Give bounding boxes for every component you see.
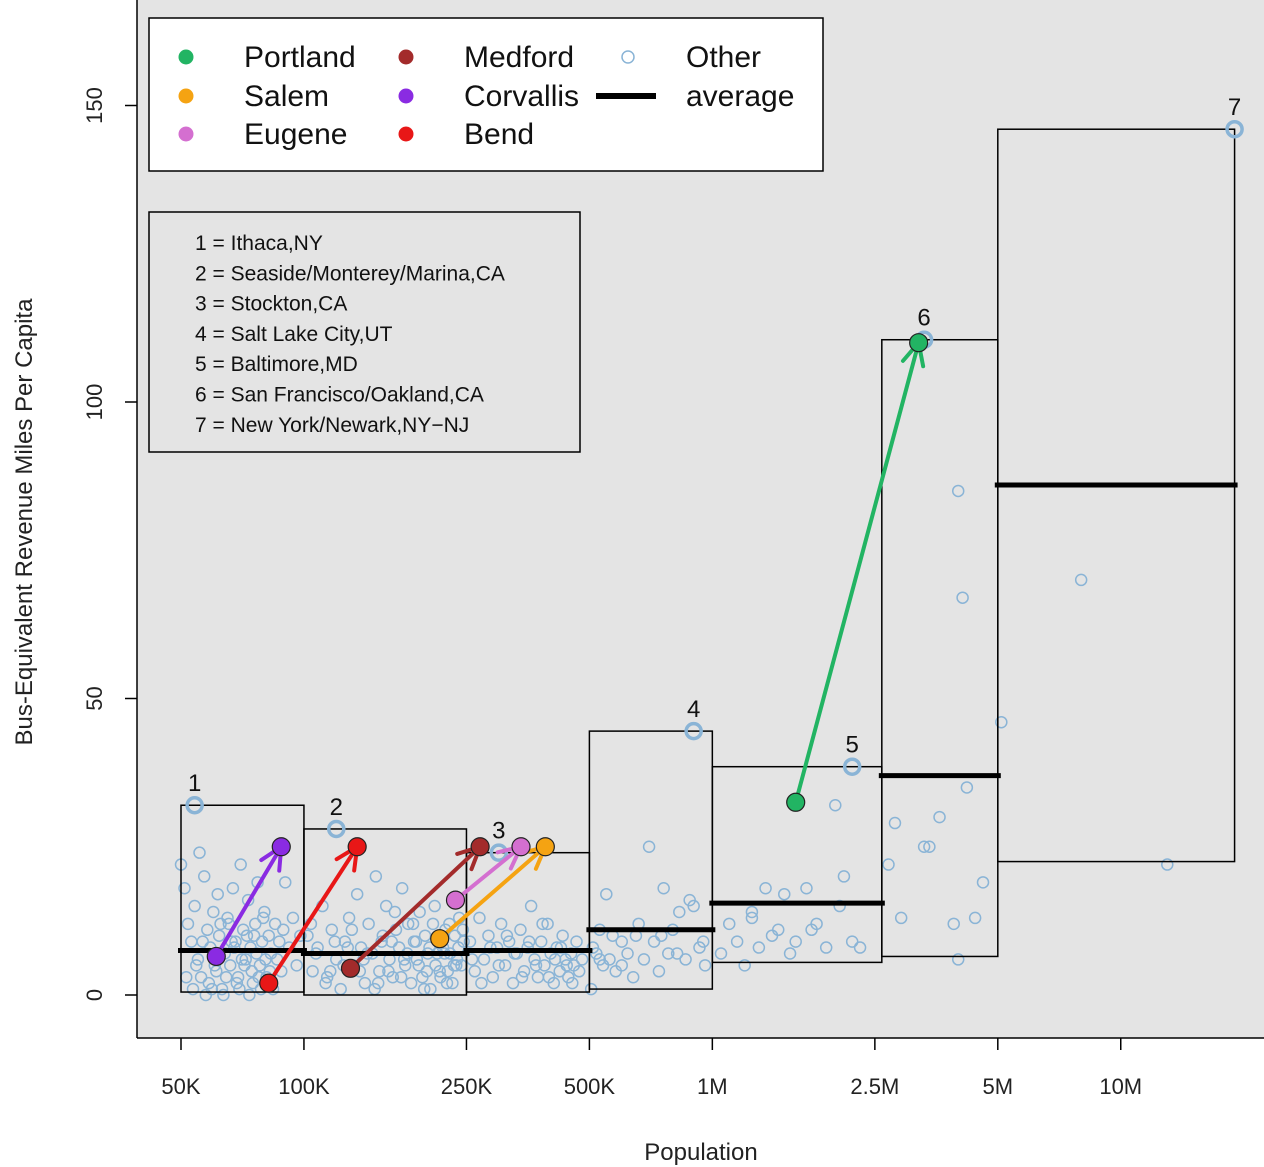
key-line: 7 = New York/Newark,NY−NJ: [195, 414, 469, 437]
highlight-tag: 3: [492, 818, 505, 845]
highlight-tag: 2: [330, 794, 343, 821]
city-start-point: [341, 959, 359, 977]
x-tick-label: 2.5M: [850, 1074, 899, 1099]
legend-label: average: [686, 80, 794, 113]
city-start-point: [787, 793, 805, 811]
x-tick-label: 5M: [983, 1074, 1014, 1099]
key-line: 4 = Salt Lake City,UT: [195, 323, 393, 346]
city-end-point: [512, 838, 530, 856]
x-axis: 50K 100K 250K 500K 1M 2.5M 5M 10M: [161, 1038, 1142, 1099]
legend-label: Eugene: [244, 118, 347, 151]
legend-marker: [399, 89, 414, 104]
key-line: 1 = Ithaca,NY: [195, 232, 323, 255]
legend-label: Portland: [244, 41, 356, 74]
key-line: 2 = Seaside/Monterey/Marina,CA: [195, 262, 505, 285]
city-end-point: [910, 334, 928, 352]
x-tick-label: 500K: [564, 1074, 616, 1099]
highlight-tag: 1: [188, 770, 201, 797]
legend-label: Corvallis: [464, 80, 579, 113]
legend-marker: [179, 127, 194, 142]
legend-marker: [179, 89, 194, 104]
legend-label: Bend: [464, 118, 534, 151]
y-tick-label: 50: [82, 686, 107, 710]
legend-marker: [179, 50, 194, 65]
legend: Portland Salem Eugene Medford Corvallis Bend O…: [149, 18, 823, 171]
city-end-point: [272, 838, 290, 856]
legend-label: Medford: [464, 41, 574, 74]
y-tick-label: 150: [82, 87, 107, 124]
city-end-point: [471, 838, 489, 856]
x-tick-label: 50K: [161, 1074, 200, 1099]
city-start-point: [446, 891, 464, 909]
x-axis-title: Population: [644, 1139, 757, 1166]
legend-label: Salem: [244, 80, 329, 113]
key-line: 3 = Stockton,CA: [195, 293, 347, 316]
city-start-point: [260, 974, 278, 992]
city-start-point: [207, 947, 225, 965]
x-tick-label: 1M: [697, 1074, 728, 1099]
legend-label: Other: [686, 41, 761, 74]
x-tick-label: 100K: [278, 1074, 330, 1099]
city-end-point: [348, 838, 366, 856]
y-tick-label: 100: [82, 384, 107, 421]
highlight-tag: 5: [846, 732, 859, 759]
highlight-tag: 4: [687, 696, 700, 723]
city-start-point: [431, 930, 449, 948]
highlight-tag: 6: [917, 305, 930, 332]
city-end-point: [536, 838, 554, 856]
city-key-box: 1 = Ithaca,NY 2 = Seaside/Monterey/Marina…: [149, 212, 580, 452]
key-line: 6 = San Francisco/Oakland,CA: [195, 384, 484, 407]
y-tick-label: 0: [82, 989, 107, 1001]
legend-marker: [399, 127, 414, 142]
highlight-tag: 7: [1228, 94, 1241, 121]
x-tick-label: 250K: [441, 1074, 493, 1099]
y-axis-title: Bus-Equivalent Revenue Miles Per Capita: [11, 298, 38, 746]
x-tick-label: 10M: [1099, 1074, 1142, 1099]
key-line: 5 = Baltimore,MD: [195, 353, 358, 376]
legend-marker: [399, 50, 414, 65]
y-axis: 0 50 100 150: [82, 87, 137, 1001]
